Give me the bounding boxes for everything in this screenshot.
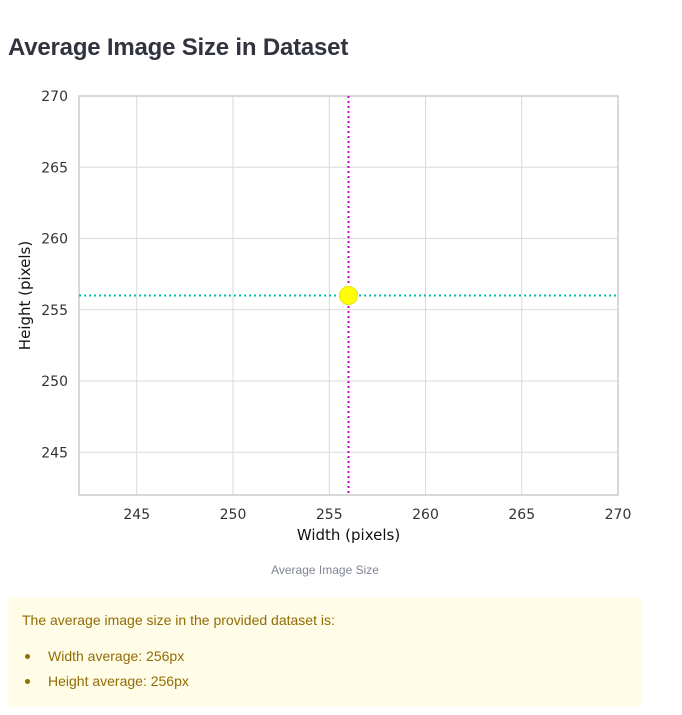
x-tick-label: 265 — [508, 507, 535, 523]
scatter-chart: 245 250 255 260 265 270 245 250 255 260 265 270 Wi… — [0, 80, 682, 550]
y-tick-label: 245 — [41, 445, 68, 461]
data-points — [339, 286, 358, 305]
x-tick-labels: 245 250 255 260 265 270 — [123, 507, 631, 523]
x-tick-label: 245 — [123, 507, 150, 523]
y-tick-labels: 245 250 255 260 265 270 — [41, 89, 68, 461]
y-tick-label: 260 — [41, 232, 68, 248]
y-tick-label: 265 — [41, 160, 68, 176]
y-tick-label: 270 — [41, 89, 68, 105]
list-item-height-average: Height average: 256px — [22, 673, 627, 689]
chart-svg: 245 250 255 260 265 270 245 250 255 260 265 270 Wi… — [16, 89, 631, 544]
chart-caption: Average Image Size — [271, 563, 379, 577]
page-title: Average Image Size in Dataset — [8, 34, 349, 61]
y-tick-label: 255 — [41, 303, 68, 319]
data-point — [339, 286, 358, 305]
x-tick-label: 260 — [412, 507, 439, 523]
x-tick-label: 255 — [316, 507, 343, 523]
info-intro: The average image size in the provided d… — [22, 612, 335, 628]
x-axis-title: Width (pixels) — [297, 526, 400, 544]
x-tick-label: 250 — [220, 507, 247, 523]
list-item-width-average: Width average: 256px — [22, 648, 627, 664]
reference-lines — [79, 96, 618, 495]
y-tick-label: 250 — [41, 374, 68, 390]
info-list: Width average: 256px Height average: 256… — [22, 648, 627, 689]
x-tick-label: 270 — [605, 507, 632, 523]
y-axis-title: Height (pixels) — [16, 241, 34, 350]
info-box: The average image size in the provided d… — [8, 597, 641, 707]
